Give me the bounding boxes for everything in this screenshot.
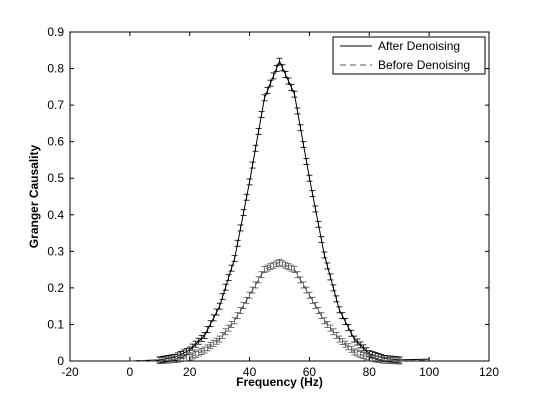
legend-after-label: After Denoising xyxy=(378,39,460,53)
y-tick-label: 0.8 xyxy=(47,62,64,76)
x-tick-label: 120 xyxy=(479,365,499,379)
legend-box xyxy=(332,36,486,75)
y-tick-label: 0.3 xyxy=(47,244,64,258)
x-tick-label: 80 xyxy=(363,365,377,379)
y-tick-label: 0.6 xyxy=(47,135,64,149)
y-tick-label: 0.4 xyxy=(47,208,64,222)
y-tick-label: 0.7 xyxy=(47,98,64,112)
y-tick-label: 0.1 xyxy=(47,317,64,331)
plot-frame xyxy=(69,31,490,362)
x-tick-label: 0 xyxy=(127,365,134,379)
x-tick-label: 60 xyxy=(303,365,317,379)
x-tick-label: 20 xyxy=(183,365,197,379)
x-tick-label: 40 xyxy=(243,365,257,379)
x-tick-label: 100 xyxy=(419,365,439,379)
y-tick-label: 0.5 xyxy=(47,171,64,185)
y-tick-label: 0.2 xyxy=(47,281,64,295)
legend-before-label: Before Denoising xyxy=(378,58,470,72)
data-layer xyxy=(129,57,430,365)
ticks-layer: -20 0 20 40 60 80 100 12000.10.20.30.40.50.60.7… xyxy=(47,25,499,379)
y-axis-title: Granger Causality xyxy=(27,144,41,248)
x-axis-title: Frequency (Hz) xyxy=(236,375,323,389)
legend: After Denoising Before Denoising xyxy=(332,36,486,75)
y-tick-label: 0 xyxy=(57,354,64,368)
y-tick-label: 0.9 xyxy=(47,25,64,39)
x-tick-label: -20 xyxy=(61,365,79,379)
